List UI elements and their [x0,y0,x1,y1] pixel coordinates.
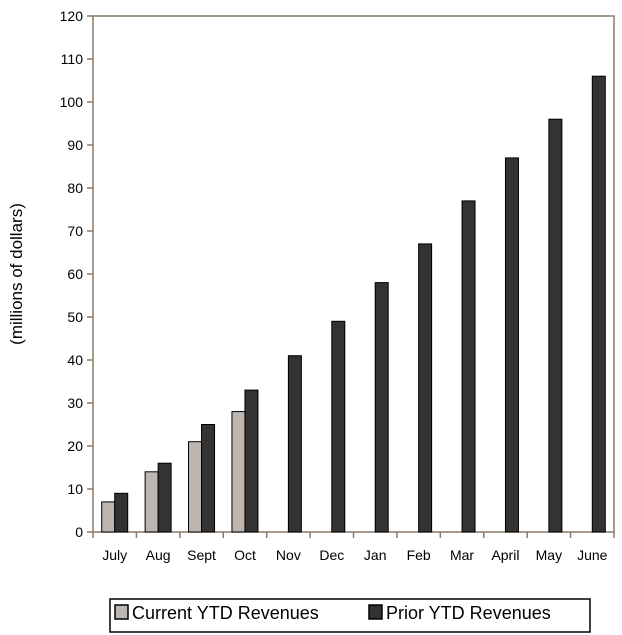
x-tick-label: July [102,547,127,563]
bar-prior-ytd [157,462,172,533]
y-tick-label: 10 [67,481,83,497]
y-tick-label: 100 [60,94,84,110]
bar-current-ytd [101,501,116,533]
bar-prior-ytd [331,320,346,533]
x-tick-label: Feb [407,547,431,563]
x-tick-label: Oct [234,547,256,563]
bar-prior-ytd [461,200,476,533]
bar-prior-ytd [201,424,216,533]
y-tick-label: 110 [61,51,84,67]
bar-prior-ytd [244,389,259,533]
bar-current-ytd [231,411,246,533]
x-tick-label: Nov [276,547,301,563]
y-tick-label: 120 [60,8,84,24]
bar-prior-ytd [114,492,129,533]
y-tick-label: 40 [67,352,83,368]
y-axis-title: (millions of dollars) [7,203,26,345]
y-axis: 0 10 20 30 40 50 60 70 80 90 100 110 120 [60,8,93,540]
bar-prior-ytd [374,282,389,533]
y-tick-label: 70 [67,223,83,239]
x-tick-label: Dec [319,547,344,563]
plot-area [92,15,615,533]
x-axis: July Aug Sept Oct Nov Dec Jan Feb Mar April May Jun… [92,532,615,563]
x-tick-label: Aug [146,547,171,563]
y-tick-label: 60 [67,266,83,282]
bar-prior-ytd [591,75,606,533]
bar-prior-ytd [504,157,519,533]
x-tick-label: June [577,547,608,563]
legend-label-current: Current YTD Revenues [132,603,319,623]
bar-prior-ytd [548,118,563,533]
x-tick-label: Sept [187,547,216,563]
x-tick-label: Mar [450,547,474,563]
legend-swatch-prior [368,604,383,620]
legend-label-prior: Prior YTD Revenues [386,603,551,623]
x-tick-label: April [491,547,519,563]
legend: Current YTD Revenues Prior YTD Revenues [109,598,591,633]
legend-swatch-current [114,604,129,620]
x-tick-label: May [536,547,562,563]
bars [101,75,606,533]
bar-current-ytd [188,441,203,533]
bar-current-ytd [144,471,159,533]
y-tick-label: 0 [75,524,83,540]
x-tick-label: Jan [364,547,387,563]
y-tick-label: 50 [67,309,83,325]
y-tick-label: 90 [67,137,83,153]
y-tick-label: 30 [67,395,83,411]
y-tick-label: 20 [67,438,83,454]
legend-box [109,598,591,633]
bar-prior-ytd [418,243,433,533]
bar-prior-ytd [287,355,302,533]
y-tick-label: 80 [67,180,83,196]
